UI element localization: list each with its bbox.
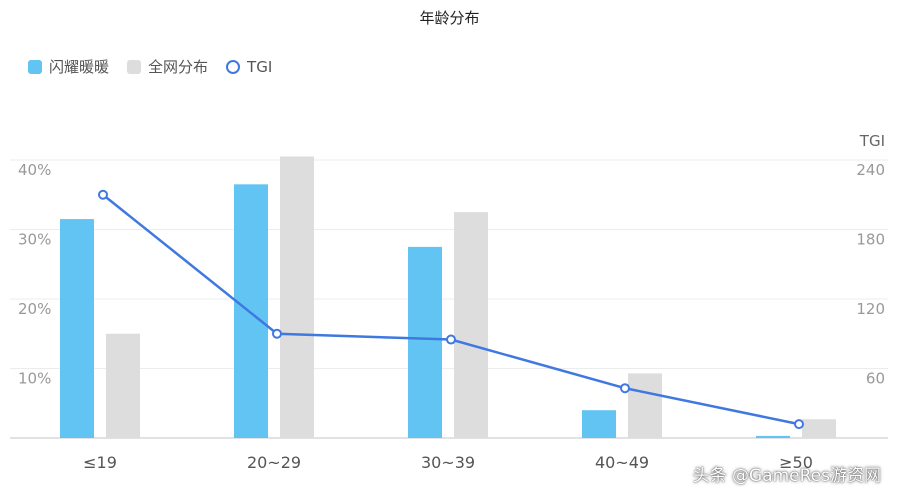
x-tick-label: ≥50 — [779, 453, 813, 472]
tgi-point — [272, 328, 282, 339]
y-left-tick-label: 30% — [18, 231, 51, 249]
tgi-point — [794, 419, 804, 430]
bar-series-2 — [454, 212, 488, 438]
tgi-point — [98, 189, 108, 200]
y-right-tick-label: 60 — [866, 370, 885, 388]
bar-series-2 — [802, 419, 836, 438]
y-right-tick-label: 240 — [856, 161, 885, 179]
legend-item-series-1[interactable]: 闪耀暖暖 — [28, 56, 109, 77]
bar-series-2 — [280, 156, 314, 438]
legend-label-tgi: TGI — [247, 57, 273, 76]
y-right-tick-label: 120 — [856, 300, 885, 318]
legend-item-tgi[interactable]: TGI — [226, 58, 272, 76]
y-left-tick-label: 20% — [18, 300, 51, 318]
legend-swatch-tgi — [226, 59, 241, 74]
x-tick-label: 30~39 — [421, 453, 475, 472]
legend-label-series-1: 闪耀暖暖 — [49, 58, 110, 76]
bar-series-2 — [628, 373, 662, 438]
legend-swatch-series-2 — [127, 59, 142, 74]
chart-title: 年龄分布 — [419, 9, 480, 27]
y-right-tick-label: 180 — [856, 231, 885, 249]
bar-series-1 — [582, 410, 616, 438]
bar-series-1 — [234, 184, 268, 438]
legend-item-series-2[interactable]: 全网分布 — [127, 56, 208, 77]
bar-series-1 — [408, 246, 442, 438]
y-left-tick-label: 40% — [18, 161, 51, 179]
legend-label-series-2: 全网分布 — [148, 58, 209, 76]
bar-series-1 — [756, 435, 790, 438]
bar-series-2 — [106, 333, 140, 438]
y-right-axis-title: TGI — [859, 132, 885, 150]
x-tick-label: 20~29 — [247, 453, 301, 472]
y-left-tick-label: 10% — [18, 370, 51, 388]
chart-legend: 闪耀暖暖 全网分布 TGI — [28, 56, 272, 77]
x-tick-label: 40~49 — [595, 453, 649, 472]
watermark: 头条 @GameRes游资网 — [692, 466, 881, 486]
bar-series-1 — [60, 219, 94, 438]
legend-swatch-series-1 — [28, 59, 42, 74]
x-tick-label: ≤19 — [83, 453, 117, 472]
tgi-point — [620, 383, 630, 394]
tgi-point — [446, 334, 456, 345]
